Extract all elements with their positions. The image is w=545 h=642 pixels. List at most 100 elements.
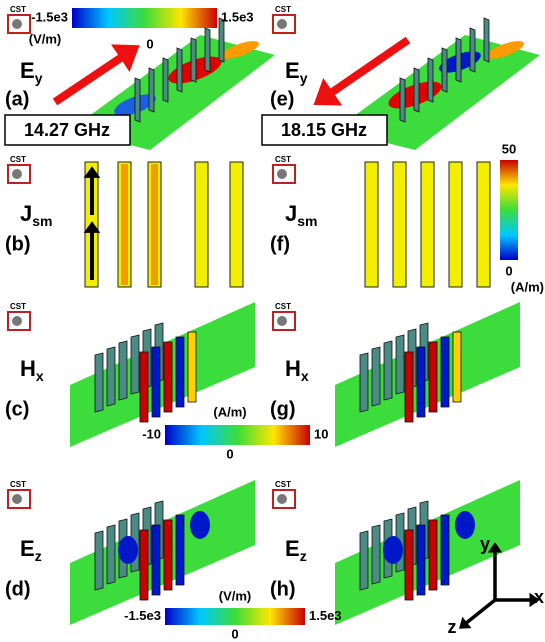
colorbar-unit: (A/m) bbox=[511, 279, 544, 294]
axis-label: y bbox=[480, 534, 490, 554]
field-spot bbox=[383, 536, 403, 564]
incidence-arrow bbox=[52, 51, 128, 106]
colorbar bbox=[165, 608, 305, 625]
panel-label: (d) bbox=[5, 578, 31, 600]
frequency-box bbox=[261, 114, 388, 146]
field-symbol: Jsm bbox=[20, 201, 52, 229]
colorbar-max: 1.5e3 bbox=[221, 9, 254, 24]
field-symbol: Jsm bbox=[285, 201, 317, 229]
field-spot bbox=[486, 41, 524, 59]
field-subscript: x bbox=[301, 368, 309, 384]
fin bbox=[94, 352, 104, 413]
field-subscript: y bbox=[300, 70, 308, 86]
colorbar-max: 50 bbox=[502, 141, 516, 156]
logo-mark bbox=[12, 169, 22, 179]
fin bbox=[427, 57, 434, 103]
panel-label: (g) bbox=[270, 398, 296, 420]
field-band bbox=[139, 351, 149, 423]
fin bbox=[106, 346, 116, 407]
field-band bbox=[440, 336, 450, 408]
strip-hot bbox=[151, 164, 158, 285]
field-letter: E bbox=[20, 58, 35, 83]
colorbar bbox=[500, 160, 518, 260]
panel-label: (c) bbox=[5, 398, 29, 420]
axis-arrow bbox=[463, 598, 497, 626]
colorbar bbox=[165, 425, 310, 445]
field-spot bbox=[118, 536, 138, 564]
field-subscript: y bbox=[35, 70, 43, 86]
fin bbox=[94, 530, 104, 591]
colorbar-unit: (V/m) bbox=[219, 588, 252, 603]
logo-mark bbox=[277, 494, 287, 504]
colorbar-unit: (V/m) bbox=[29, 31, 62, 46]
fin bbox=[399, 77, 406, 123]
frequency-label: 18.15 GHz bbox=[281, 120, 367, 140]
logo-text: CST bbox=[275, 302, 291, 311]
incidence-arrow-head bbox=[110, 44, 140, 72]
field-band bbox=[163, 519, 173, 591]
field-subscript: x bbox=[36, 368, 44, 384]
field-letter: E bbox=[285, 58, 300, 83]
field-symbol: Ey bbox=[20, 58, 43, 86]
colorbar-mid: 0 bbox=[231, 626, 238, 641]
colorbar-unit: (A/m) bbox=[213, 404, 246, 419]
axis-arrow-head bbox=[487, 542, 503, 553]
fin bbox=[190, 37, 197, 83]
panel-label: (h) bbox=[270, 578, 296, 600]
logo-text: CST bbox=[10, 5, 26, 14]
logo-mark bbox=[12, 494, 22, 504]
fin bbox=[218, 17, 225, 63]
logo-text: CST bbox=[275, 480, 291, 489]
field-band bbox=[416, 346, 426, 418]
field-symbol: Hx bbox=[20, 356, 44, 384]
strip bbox=[448, 161, 463, 288]
field-symbol: Ez bbox=[285, 536, 307, 564]
frequency-label: 14.27 GHz bbox=[24, 120, 110, 140]
axis-label: z bbox=[448, 617, 457, 637]
incidence-arrow-head bbox=[313, 78, 343, 106]
axis-label: x bbox=[534, 587, 544, 607]
panel-label: (b) bbox=[5, 233, 31, 255]
field-band bbox=[452, 331, 462, 403]
axis-arrow-head bbox=[529, 592, 540, 608]
fin bbox=[204, 27, 211, 73]
field-subscript: sm bbox=[297, 213, 317, 229]
fin bbox=[413, 67, 420, 113]
fin bbox=[455, 37, 462, 83]
current-arrow-head bbox=[83, 221, 101, 233]
panel-label: (e) bbox=[270, 88, 294, 110]
logo-mark bbox=[277, 169, 287, 179]
fin bbox=[469, 27, 476, 73]
colorbar bbox=[72, 8, 217, 28]
colorbar-max: 10 bbox=[314, 426, 328, 441]
logo-mark bbox=[12, 316, 22, 326]
field-letter: H bbox=[285, 356, 301, 381]
current-arrow-head bbox=[83, 166, 101, 178]
field-band bbox=[416, 524, 426, 596]
field-subscript: z bbox=[35, 548, 42, 564]
logo-text: CST bbox=[275, 5, 291, 14]
fin bbox=[383, 340, 393, 401]
colorbar-min: -1.5e3 bbox=[124, 608, 161, 623]
fin bbox=[148, 67, 155, 113]
field-letter: J bbox=[285, 201, 297, 226]
logo-mark bbox=[277, 316, 287, 326]
field-band bbox=[175, 336, 185, 408]
colorbar-max: 1.5e3 bbox=[309, 608, 342, 623]
field-subscript: z bbox=[300, 548, 307, 564]
fin bbox=[371, 524, 381, 585]
field-letter: J bbox=[20, 201, 32, 226]
field-band bbox=[139, 529, 149, 601]
logo-mark bbox=[277, 19, 287, 29]
incidence-arrow bbox=[325, 36, 411, 99]
fin bbox=[162, 57, 169, 103]
field-symbol: Ey bbox=[285, 58, 308, 86]
strip bbox=[364, 161, 379, 288]
field-band bbox=[428, 341, 438, 413]
field-band bbox=[151, 524, 161, 596]
field-band bbox=[428, 519, 438, 591]
fin bbox=[176, 47, 183, 93]
field-subscript: sm bbox=[32, 213, 52, 229]
fin bbox=[441, 47, 448, 93]
